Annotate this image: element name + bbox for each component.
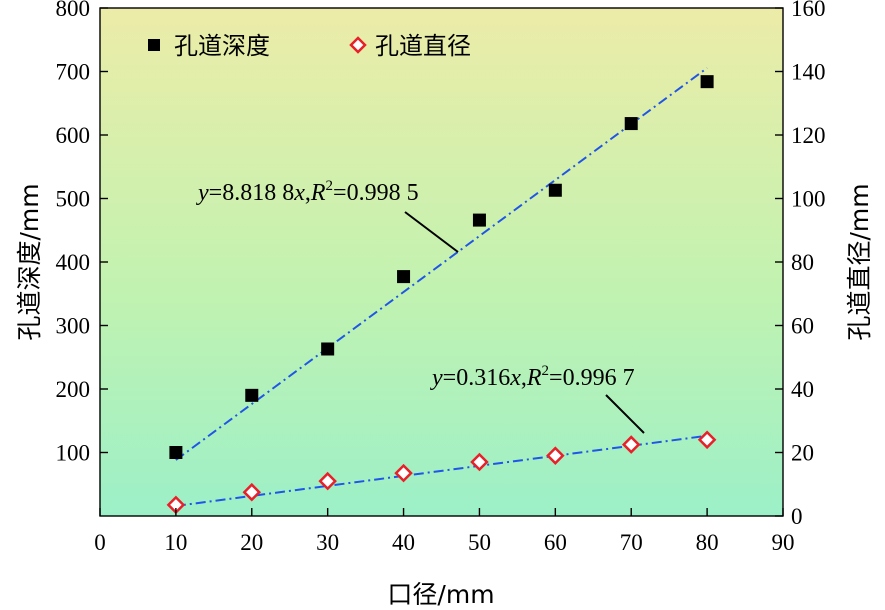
y-right-tick-label: 100 [791,187,826,212]
data-point-depth [321,342,335,356]
legend-label-diameter: 孔道直径 [375,32,471,60]
fit-line-series-1 [175,434,708,507]
x-tick-label: 80 [696,530,719,555]
data-point-depth [472,213,486,227]
data-point-depth [548,183,562,197]
data-point-diameter [621,435,641,454]
x-tick-label: 40 [392,530,415,555]
data-point-diameter [546,446,565,465]
legend-marker-diamond [349,36,367,54]
y-left-tick-label: 500 [56,187,91,212]
legend-label-depth: 孔道深度 [174,32,270,60]
y-right-tick-label: 80 [791,250,814,275]
data-point-diameter [318,471,337,491]
x-axis: 0 10 20 30 40 50 60 70 80 90 [94,508,795,555]
annotation-diameter-fit: y=0.316x,R2=0.996 7 [430,363,645,434]
data-point-diameter [697,430,717,450]
y-left-tick-label: 600 [56,123,91,148]
data-point-depth [397,270,411,284]
y-right-tick-label: 140 [791,60,826,85]
y-axis-left: 100 200 300 400 500 600 700 800 [56,0,108,466]
y-axis-left-title: 孔道深度/mm [15,183,44,340]
y-axis-right: 0 20 40 60 80 100 120 140 160 [775,0,826,529]
y-left-tick-label: 400 [56,250,91,275]
equation-depth: y=8.818 8x,R2=0.998 5 [196,178,419,206]
data-point-diameter [470,452,489,472]
y-left-tick-label: 300 [56,314,91,339]
y-right-tick-label: 20 [791,441,814,466]
data-point-diameter [242,482,262,502]
legend: 孔道深度 孔道直径 [148,32,471,60]
x-axis-title: 口径/mm [387,580,494,609]
x-tick-label: 90 [772,530,795,555]
y-right-tick-label: 60 [791,314,814,339]
data-point-depth [169,446,183,459]
x-tick-label: 20 [240,530,263,555]
equation-diameter: y=0.316x,R2=0.996 7 [430,363,635,391]
data-point-depth [624,117,638,131]
x-tick-label: 60 [544,530,567,555]
data-point-depth [700,75,714,89]
x-tick-label: 70 [620,530,643,555]
data-point-diameter [394,463,413,483]
y-right-tick-label: 120 [791,123,826,148]
y-right-tick-label: 160 [791,0,826,21]
legend-marker-square [148,39,160,51]
y-left-tick-label: 800 [56,0,91,21]
x-tick-label: 30 [316,530,339,555]
annotation-depth-fit: y=8.818 8x,R2=0.998 5 [196,178,459,253]
data-points [166,75,717,515]
y-left-tick-label: 700 [56,60,91,85]
x-tick-label: 0 [94,530,106,555]
y-axis-right-title: 孔道直径/mm [845,183,874,340]
y-left-tick-label: 100 [56,441,91,466]
x-tick-label: 10 [164,530,187,555]
annotation-leader-diameter [605,394,645,434]
annotation-leader-depth [404,211,459,253]
data-point-depth [245,388,259,402]
y-right-tick-label: 40 [791,377,814,402]
x-tick-label: 50 [468,530,491,555]
fit-lines [175,67,708,507]
y-left-tick-label: 200 [56,377,91,402]
y-right-tick-label: 0 [791,504,803,529]
